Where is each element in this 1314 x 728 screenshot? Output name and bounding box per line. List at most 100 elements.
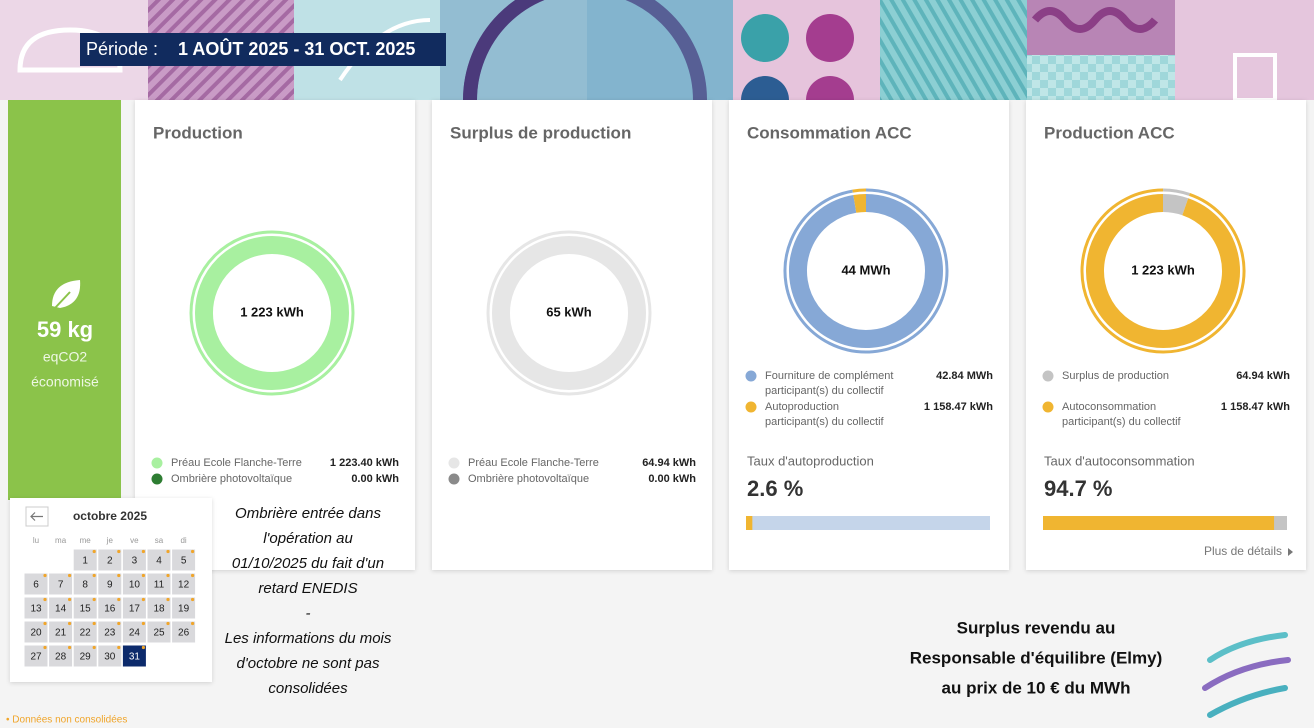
- day-cell[interactable]: [49, 621, 73, 643]
- legend-swatch: [1042, 370, 1054, 382]
- note-line: 01/10/2025 du fait d'un: [232, 555, 384, 572]
- day-label: 19: [178, 604, 190, 615]
- day-cell[interactable]: [122, 645, 146, 667]
- legend-label: Ombrière photovoltaïque: [468, 473, 589, 485]
- resale-line: au prix de 10 € du MWh: [942, 678, 1131, 697]
- day-label: 22: [80, 628, 92, 639]
- details-arrow: [1288, 548, 1293, 556]
- day-cell[interactable]: [147, 573, 171, 595]
- day-label: 16: [104, 604, 116, 615]
- day-cell[interactable]: [122, 573, 146, 595]
- day-cell[interactable]: [122, 549, 146, 571]
- unconsolidated-dot: [166, 597, 170, 602]
- weekday-label: di: [180, 536, 186, 545]
- note: Ombrière entrée dans l'opération au 01/10/…: [225, 505, 392, 697]
- day-cell[interactable]: [73, 645, 97, 667]
- unconsolidated-dot: [141, 573, 145, 578]
- legend-value: 64.94 kWh: [1236, 370, 1290, 382]
- co2-panel: 59 kg eqCO2 économisé: [8, 100, 121, 500]
- day-label: 2: [107, 556, 113, 567]
- legend-label: participant(s) du collectif: [765, 416, 885, 428]
- day-cell[interactable]: [49, 573, 73, 595]
- legend-label: Préau Ecole Flanche-Terre: [468, 457, 599, 469]
- donut-center-label: 44 MWh: [841, 262, 890, 277]
- legend-label: Fourniture de complément: [765, 370, 893, 382]
- rate-label: Taux d'autoproduction: [747, 453, 874, 468]
- note-line: Ombrière entrée dans: [235, 505, 381, 522]
- day-cell[interactable]: [172, 597, 196, 619]
- day-cell[interactable]: [122, 597, 146, 619]
- legend-label: participant(s) du collectif: [765, 385, 885, 397]
- unconsolidated-dot: [166, 573, 170, 578]
- donut-outer-segment: [1162, 188, 1191, 196]
- donut-outer-segment: [852, 188, 867, 193]
- day-cell[interactable]: [147, 597, 171, 619]
- day-label: 10: [129, 580, 141, 591]
- day-label: 8: [82, 580, 88, 591]
- day-cell[interactable]: [49, 645, 73, 667]
- resale-note: Surplus revendu au Responsable d'équilibr…: [910, 618, 1163, 697]
- unconsolidated-dot: [68, 597, 72, 602]
- day-cell[interactable]: [172, 549, 196, 571]
- legend-label: Ombrière photovoltaïque: [171, 473, 292, 485]
- donut-segment: [853, 194, 867, 213]
- unconsolidated-dot: [117, 573, 121, 578]
- weekday-label: sa: [155, 536, 164, 545]
- rate-bar: [1043, 516, 1275, 530]
- day-cell[interactable]: [122, 621, 146, 643]
- rate-value: 94.7 %: [1044, 476, 1113, 501]
- unconsolidated-dot: [68, 621, 72, 626]
- day-label: 24: [129, 628, 141, 639]
- day-label: 14: [55, 604, 67, 615]
- day-cell[interactable]: [24, 597, 48, 619]
- donut-center-label: 1 223 kWh: [240, 304, 304, 319]
- legend-value: 1 158.47 kWh: [1221, 401, 1290, 413]
- note-line: -: [306, 605, 311, 622]
- donut-segment: [1086, 194, 1240, 348]
- legend-label: Autoconsommation: [1062, 401, 1156, 413]
- header-banner: Période : 1 AOÛT 2025 - 31 OCT. 2025: [0, 0, 1314, 124]
- day-label: 18: [153, 604, 165, 615]
- unconsolidated-dot: [141, 549, 145, 554]
- donut-outer-segment: [189, 230, 355, 396]
- co2-amount: 59 kg: [37, 317, 93, 342]
- day-cell[interactable]: [98, 597, 122, 619]
- day-cell[interactable]: [73, 573, 97, 595]
- day-cell[interactable]: [172, 621, 196, 643]
- unconsolidated-dot: [191, 573, 195, 578]
- note-line: l'opération au: [263, 530, 353, 547]
- day-cell[interactable]: [147, 621, 171, 643]
- unconsolidated-dot: [141, 645, 145, 650]
- day-cell[interactable]: [98, 549, 122, 571]
- unconsolidated-dot: [92, 621, 96, 626]
- day-cell[interactable]: [73, 549, 97, 571]
- rate-track: [746, 516, 990, 530]
- day-cell[interactable]: [73, 597, 97, 619]
- details-link[interactable]: Plus de détails: [1204, 544, 1282, 558]
- day-cell[interactable]: [73, 621, 97, 643]
- donut-center-label: 65 kWh: [546, 304, 592, 319]
- donut-segment: [492, 236, 646, 391]
- day-cell[interactable]: [24, 573, 48, 595]
- unconsolidated-dot: [92, 549, 96, 554]
- unconsolidated-dot: [92, 573, 96, 578]
- day-cell[interactable]: [98, 573, 122, 595]
- card-title: Consommation ACC: [747, 123, 912, 142]
- weekday-label: me: [80, 536, 92, 545]
- day-cell[interactable]: [24, 621, 48, 643]
- day-cell[interactable]: [49, 597, 73, 619]
- day-label: 23: [104, 628, 116, 639]
- day-cell[interactable]: [172, 573, 196, 595]
- elmy-logo: [1202, 632, 1291, 718]
- unconsolidated-dot: [191, 621, 195, 626]
- day-cell[interactable]: [24, 645, 48, 667]
- note-line: retard ENEDIS: [258, 580, 357, 597]
- day-cell[interactable]: [147, 549, 171, 571]
- legend-label: Préau Ecole Flanche-Terre: [171, 457, 302, 469]
- legend-swatch: [745, 370, 757, 382]
- donut-outer-segment: [1080, 188, 1246, 354]
- leaf-icon: [52, 280, 81, 308]
- day-cell[interactable]: [98, 621, 122, 643]
- day-cell[interactable]: [98, 645, 122, 667]
- donut-segment: [789, 194, 943, 348]
